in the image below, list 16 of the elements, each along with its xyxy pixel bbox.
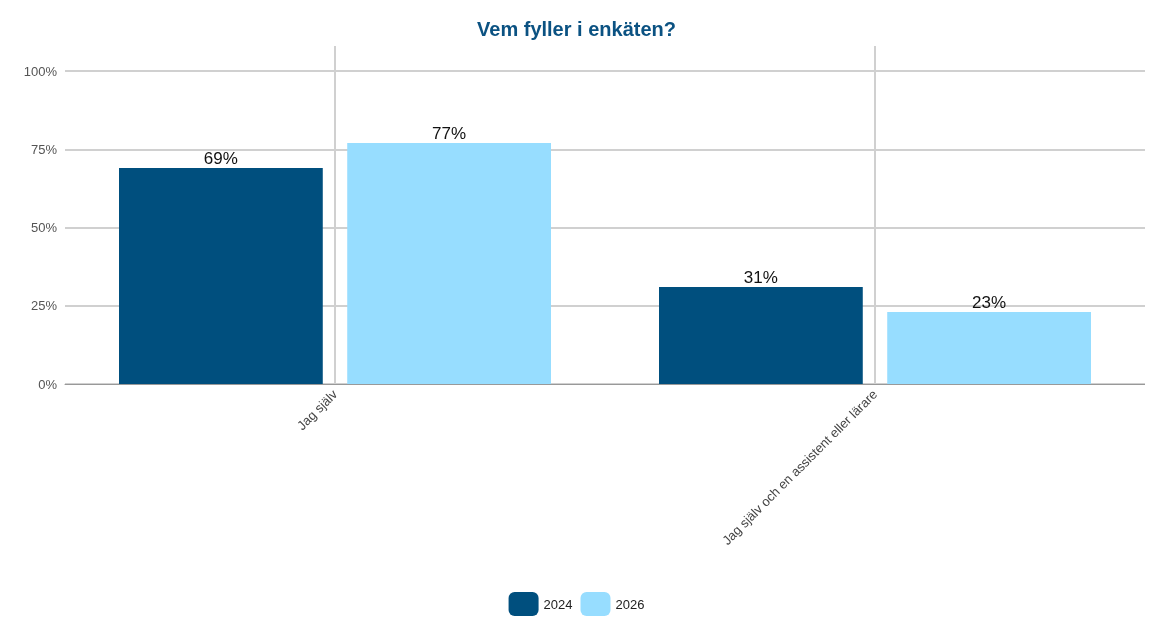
y-tick-label: 75% bbox=[30, 141, 58, 157]
y-tick-label: 0% bbox=[38, 376, 58, 392]
y-tick-label: 100% bbox=[23, 63, 58, 79]
data-label: 23% bbox=[972, 293, 1007, 313]
chart-title: Vem fyller i enkäten? bbox=[477, 18, 676, 40]
data-label: 31% bbox=[743, 267, 778, 287]
bar bbox=[119, 168, 323, 384]
bar bbox=[659, 286, 863, 384]
y-tick-label: 50% bbox=[30, 220, 58, 236]
legend-label: 2024 bbox=[543, 596, 573, 612]
data-label: 77% bbox=[432, 124, 467, 144]
bar bbox=[347, 143, 551, 384]
legend-label: 2026 bbox=[615, 596, 645, 612]
bar bbox=[887, 312, 1091, 384]
y-tick-label: 25% bbox=[30, 298, 58, 314]
data-label: 69% bbox=[203, 149, 238, 169]
